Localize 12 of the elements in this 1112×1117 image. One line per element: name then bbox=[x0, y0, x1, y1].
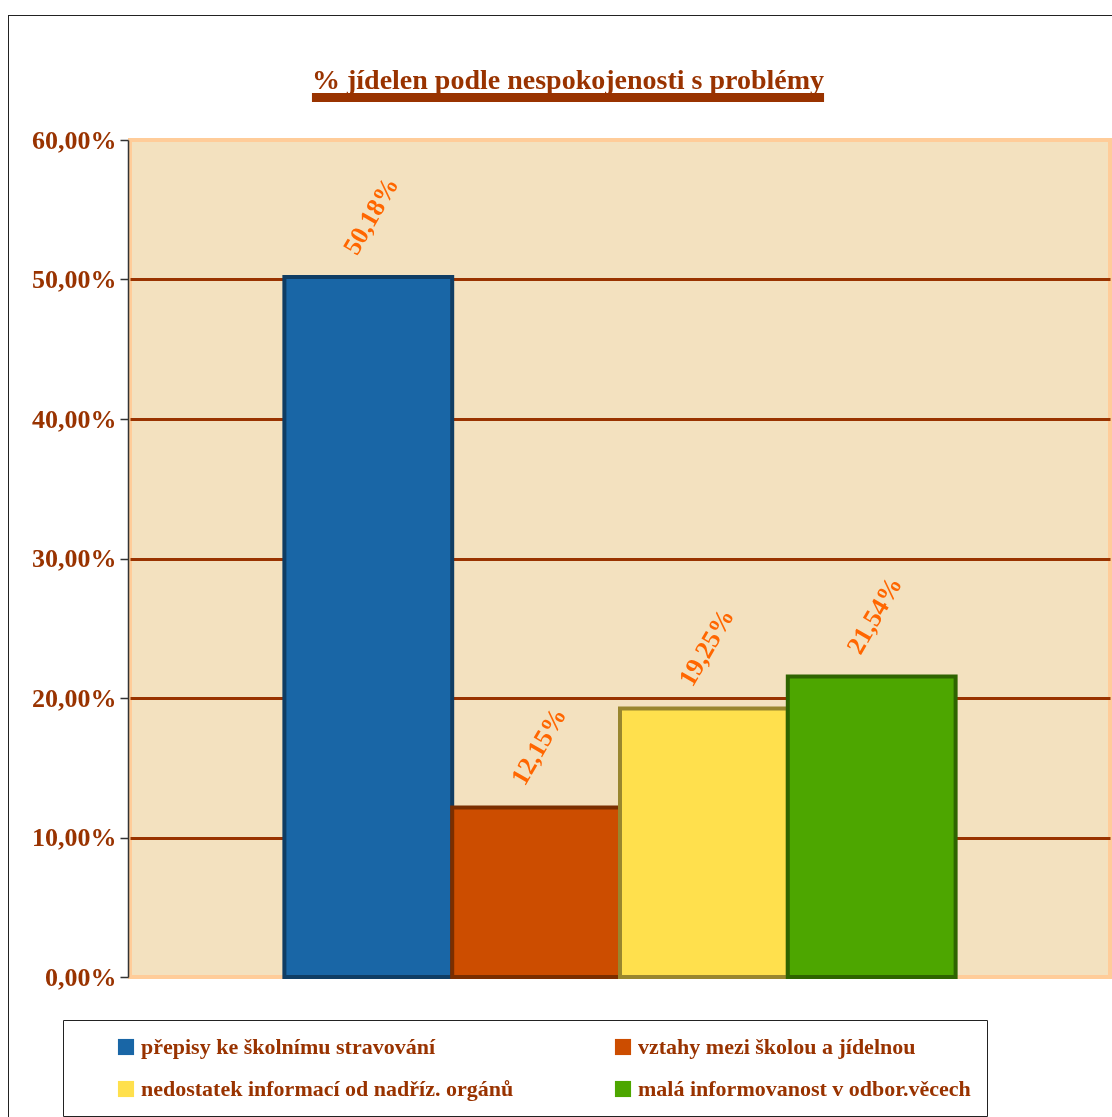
y-tick-label: 20,00% bbox=[32, 683, 117, 713]
y-tick-label: 10,00% bbox=[32, 823, 117, 852]
legend-label: přepisy ke školnímu stravování bbox=[141, 1034, 436, 1059]
chart-title: % jídelen podle nespokojenosti s problémy bbox=[311, 64, 825, 95]
legend-label: malá informovanost v odbor.věcech bbox=[638, 1076, 971, 1101]
y-tick-label: 0,00% bbox=[45, 962, 117, 992]
y-tick-label: 50,00% bbox=[32, 265, 117, 294]
y-tick-label: 30,00% bbox=[32, 544, 117, 573]
y-tick-label: 60,00% bbox=[32, 125, 117, 155]
legend-label: vztahy mezi školou a jídelnou bbox=[638, 1034, 916, 1059]
y-tick-label: 40,00% bbox=[32, 404, 117, 434]
legend-label: nedostatek informací od nadříz. orgánů bbox=[141, 1076, 514, 1101]
